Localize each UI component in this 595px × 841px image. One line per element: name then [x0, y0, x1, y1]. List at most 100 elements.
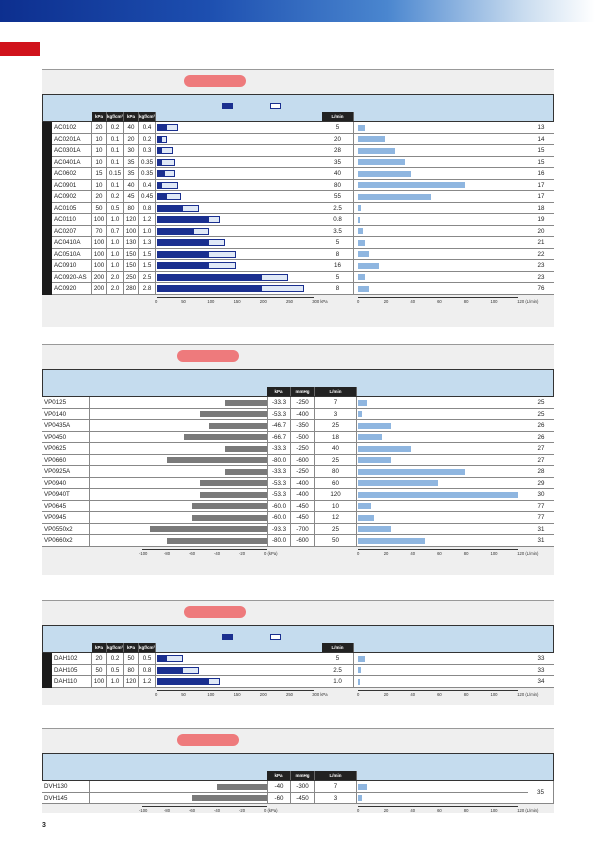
pressure-kpa-2: 130: [124, 237, 139, 248]
flow-value: 12: [315, 512, 357, 523]
vacuum-kpa: -53.3: [267, 489, 291, 500]
flow-bar: [358, 170, 412, 177]
pressure-axis-line: [157, 689, 314, 691]
flow-value: 5: [322, 653, 354, 664]
vacuum-tick-label: -40: [214, 550, 221, 556]
pressure-kgf-1: 1.0: [107, 214, 124, 225]
table-row: AC0301A 10 0.1 30 0.3 28 15: [42, 145, 554, 157]
flow-value: 40: [322, 168, 354, 179]
header-unit-3: kgf/cm²: [139, 643, 156, 652]
red-tab-marker: [0, 42, 40, 56]
flow-tick-label: 120 (L/min): [517, 691, 539, 697]
pressure-kpa-1: 20: [92, 191, 107, 202]
model-name: AC0105: [52, 202, 92, 214]
model-name: DVH130: [42, 781, 90, 792]
pressure-kgf-1: 2.0: [107, 283, 124, 294]
pressure-kpa-1: 100: [92, 676, 107, 687]
flow-bar: [358, 159, 405, 165]
pressure-kgf-1: 1.0: [107, 260, 124, 271]
model-name: DAH105: [52, 664, 92, 676]
table-row: AC0902 20 0.2 45 0.45 55 17: [42, 191, 554, 203]
flow-tick-label: 100: [490, 691, 498, 697]
catalog-page: 18: [537, 204, 545, 212]
flow-bar: [358, 667, 362, 673]
pressure-kgf-2: 0.35: [139, 168, 156, 179]
operating-pressure-bar: [157, 262, 210, 269]
catalog-page: 77: [537, 514, 545, 521]
pressure-kgf-2: 1.0: [139, 225, 156, 237]
vacuum-kpa: -60.0: [267, 500, 291, 512]
catalog-page: 26: [537, 422, 545, 429]
vacuum-kpa: -40: [267, 781, 291, 792]
table-row: DVH145 -60 -450 3: [42, 792, 554, 804]
model-name: AC0602: [52, 168, 92, 179]
catalog-page: 31: [537, 537, 545, 544]
flow-bar: [358, 678, 360, 685]
table-row: VP0435A -46.7 -350 25 26: [42, 420, 554, 432]
flow-tick-label: 0: [357, 691, 360, 697]
catalog-page: 30: [537, 491, 545, 498]
operating-pressure-bar: [157, 250, 210, 258]
flow-tick-label: 20: [383, 691, 389, 697]
operating-pressure-bar: [157, 666, 184, 674]
flow-value: 35: [322, 156, 354, 168]
pressure-kgf-1: 0.1: [107, 145, 124, 156]
flow-value: 5: [322, 122, 354, 133]
section-vp: kPa mmHg L/min VP0125 -33.3 -250 7 25 VP0140 -53.…: [42, 344, 554, 575]
flow-value: 20: [322, 133, 354, 145]
section-dah: kPa kgf/cm² kPa kgf/cm² L/min DAH102 20 0.2 50 0.…: [42, 600, 554, 705]
pressure-tick-label: 200: [259, 298, 267, 304]
vacuum-mmhg: -250: [291, 397, 315, 408]
catalog-page: 25: [537, 410, 545, 418]
flow-value: 8: [322, 283, 354, 294]
pressure-kgf-1: 0.1: [107, 133, 124, 145]
catalog-page: 28: [537, 468, 545, 475]
model-name: VP0125: [42, 397, 90, 408]
pressure-kpa-2: 35: [124, 168, 139, 179]
model-name: AC0301A: [52, 145, 92, 156]
model-name: VP0940: [42, 477, 90, 489]
vacuum-axis-line: [142, 806, 267, 807]
pressure-kpa-1: 10: [92, 179, 107, 191]
table-row: AC0602 15 0.15 35 0.35 40 16: [42, 168, 554, 180]
vacuum-tick-label: -40: [214, 808, 221, 813]
pressure-kpa-2: 100: [124, 225, 139, 237]
vacuum-bar: [167, 537, 267, 544]
vacuum-kpa: -60.0: [267, 512, 291, 523]
vacuum-kpa: -53.3: [267, 477, 291, 489]
pressure-kgf-2: 0.2: [139, 133, 156, 145]
vacuum-tick-label: -100: [139, 550, 148, 556]
header-unit-0: kPa: [92, 112, 107, 121]
flow-tick-label: 40: [410, 298, 416, 304]
catalog-page: 15: [537, 147, 545, 154]
pressure-kpa-2: 50: [124, 653, 139, 664]
operating-pressure-bar: [157, 193, 168, 200]
pressure-kgf-2: 1.5: [139, 260, 156, 271]
catalog-page: 17: [537, 181, 545, 189]
vacuum-kpa: -46.7: [267, 420, 291, 431]
operating-pressure-bar: [157, 204, 184, 212]
table-row: VP0140 -53.3 -400 3 25: [42, 408, 554, 420]
vacuum-tick-label: -60: [189, 550, 196, 556]
operating-pressure-bar: [157, 216, 210, 223]
vacuum-mmhg: -350: [291, 420, 315, 431]
flow-bar: [358, 147, 396, 154]
pressure-kgf-1: 0.2: [107, 653, 124, 664]
catalog-page: 76: [537, 285, 545, 292]
flow-bar: [358, 434, 382, 440]
flow-value: 18: [315, 431, 357, 443]
flow-bar: [358, 251, 369, 257]
pressure-kgf-1: 0.2: [107, 191, 124, 202]
pressure-kgf-1: 0.15: [107, 168, 124, 179]
flow-tick-label: 100: [490, 550, 498, 556]
flow-value: 50: [315, 535, 357, 546]
vacuum-bar: [200, 491, 267, 498]
model-name: AC0207: [52, 225, 92, 237]
operating-pressure-bar: [157, 678, 210, 685]
catalog-page: 27: [537, 456, 545, 464]
pressure-kpa-2: 45: [124, 191, 139, 202]
catalog-page: 29: [537, 479, 545, 487]
catalog-page: 33: [537, 655, 545, 662]
pressure-tick-label: 250: [286, 691, 293, 697]
flow-axis-line: [358, 548, 518, 550]
